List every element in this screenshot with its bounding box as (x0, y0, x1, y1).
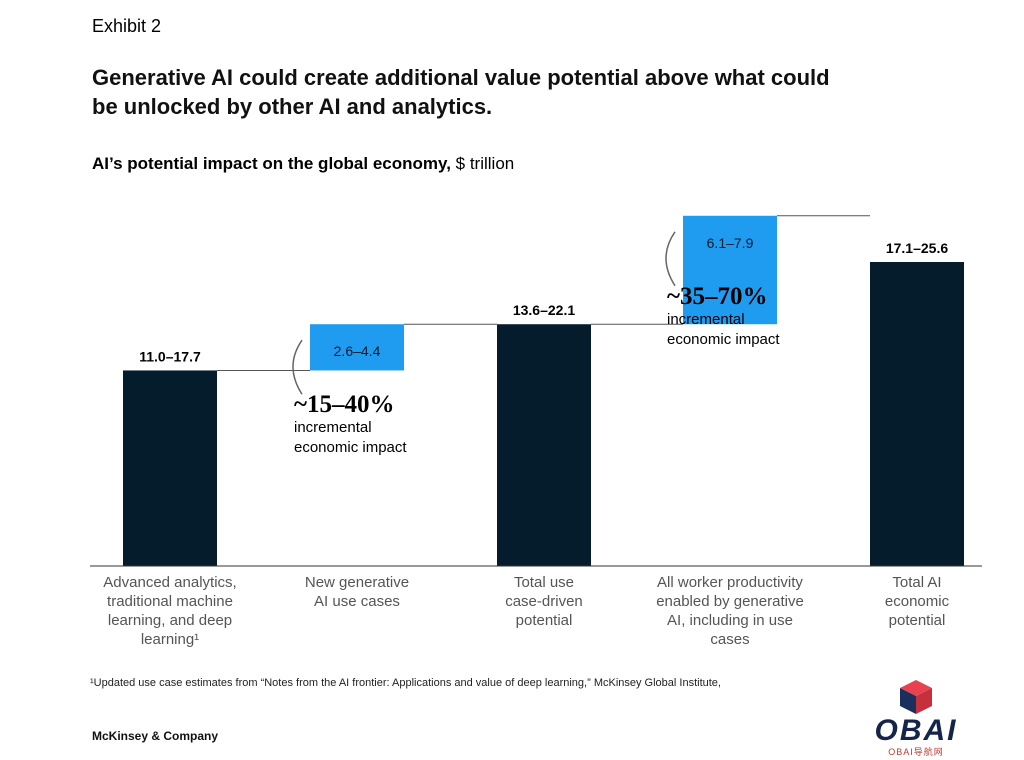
category-label: learning, and deep (108, 612, 232, 629)
annotation-percent: ~15–40% (294, 391, 395, 418)
bar-value-label: 17.1–25.6 (886, 240, 948, 256)
bracket-icon (292, 339, 303, 395)
category-label: enabled by generative (656, 593, 804, 610)
category-label: economic (885, 593, 950, 610)
bracket-icon (665, 231, 676, 287)
bar-value-label: 6.1–7.9 (707, 235, 754, 251)
annotation-text: economic impact (667, 331, 780, 348)
category-label: Total use (514, 574, 574, 591)
bar-2 (310, 324, 404, 371)
category-label: potential (516, 612, 573, 629)
category-label: New generative (305, 574, 409, 591)
category-label: traditional machine (107, 593, 233, 610)
bar-1 (123, 370, 217, 566)
bar-5 (870, 262, 964, 566)
category-label: Advanced analytics, (103, 574, 236, 591)
bar-3 (497, 324, 591, 566)
bar-value-label: 11.0–17.7 (139, 348, 201, 364)
footnote: ¹Updated use case estimates from “Notes … (90, 677, 721, 689)
category-label: All worker productivity (657, 574, 803, 591)
annotation-text: incremental (294, 419, 372, 436)
brand-name: McKinsey & Company (92, 729, 219, 743)
bar-4 (683, 215, 777, 325)
category-label: potential (889, 612, 946, 629)
annotation-text: incremental (667, 311, 745, 328)
bar-value-label: 2.6–4.4 (334, 343, 381, 359)
watermark-text: OBAI (874, 714, 958, 747)
annotation-percent: ~35–70% (667, 283, 768, 310)
cube-icon (900, 680, 932, 714)
chart-title: Generative AI could create additional va… (92, 65, 830, 119)
annotation-text: economic impact (294, 439, 407, 456)
category-label: learning¹ (141, 631, 199, 648)
category-label: AI use cases (314, 593, 400, 610)
subtitle-main: AI’s potential impact on the global econ… (92, 154, 451, 173)
waterfall-chart: 11.0–17.7 2.6–4.4 13.6–22.1 6.1–7.9 17.1–25.… (90, 215, 982, 648)
bar-value-label: 13.6–22.1 (513, 302, 575, 318)
chart-subtitle: AI’s potential impact on the global econ… (92, 154, 514, 174)
watermark-logo: OBAI OBAI导航网 (866, 676, 966, 760)
exhibit-label: Exhibit 2 (92, 16, 162, 36)
category-label: Total AI (892, 574, 941, 591)
category-label: AI, including in use (667, 612, 793, 629)
watermark-subtext: OBAI导航网 (888, 747, 944, 757)
subtitle-unit: $ trillion (450, 154, 515, 173)
category-label: case-driven (505, 593, 583, 610)
category-label: cases (710, 631, 749, 648)
